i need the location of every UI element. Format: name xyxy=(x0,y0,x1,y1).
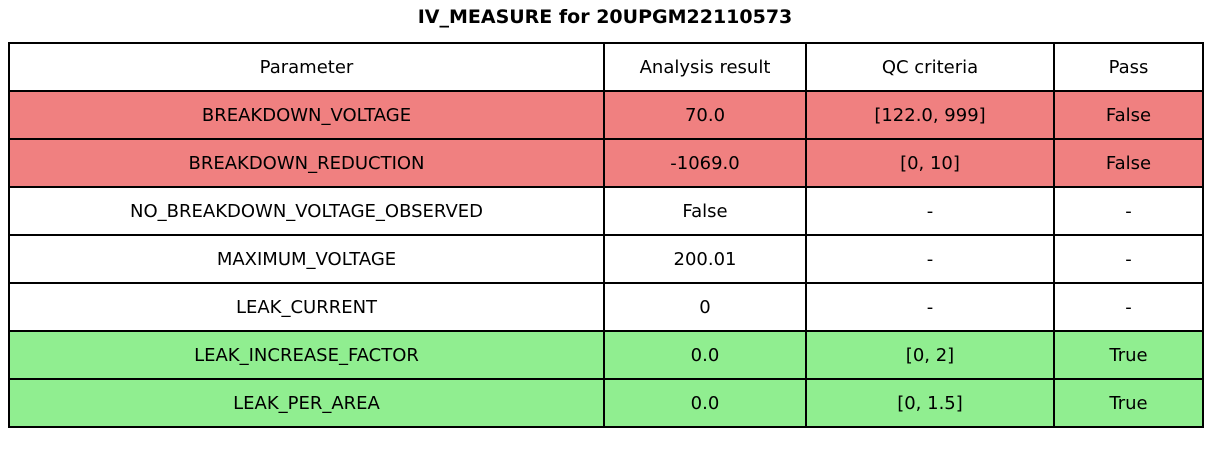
table-row: BREAKDOWN_VOLTAGE 70.0 [122.0, 999] Fals… xyxy=(8,90,1204,140)
pass-cell: - xyxy=(1053,282,1204,332)
header-pass: Pass xyxy=(1053,42,1204,92)
parameter-cell: BREAKDOWN_VOLTAGE xyxy=(8,90,605,140)
table-row: MAXIMUM_VOLTAGE 200.01 - - xyxy=(8,234,1204,284)
parameter-cell: LEAK_PER_AREA xyxy=(8,378,605,428)
parameter-cell: LEAK_CURRENT xyxy=(8,282,605,332)
table-row: LEAK_INCREASE_FACTOR 0.0 [0, 2] True xyxy=(8,330,1204,380)
analysis-result-cell: 0 xyxy=(603,282,807,332)
parameter-cell: LEAK_INCREASE_FACTOR xyxy=(8,330,605,380)
analysis-result-cell: 0.0 xyxy=(603,330,807,380)
parameter-cell: NO_BREAKDOWN_VOLTAGE_OBSERVED xyxy=(8,186,605,236)
analysis-result-cell: 0.0 xyxy=(603,378,807,428)
qc-criteria-cell: [0, 1.5] xyxy=(805,378,1055,428)
header-row: Parameter Analysis result QC criteria Pa… xyxy=(8,42,1204,92)
table-row: LEAK_CURRENT 0 - - xyxy=(8,282,1204,332)
pass-cell: True xyxy=(1053,378,1204,428)
header-analysis-result: Analysis result xyxy=(603,42,807,92)
pass-cell: - xyxy=(1053,186,1204,236)
page-title: IV_MEASURE for 20UPGM22110573 xyxy=(417,6,793,28)
qc-criteria-cell: [0, 2] xyxy=(805,330,1055,380)
qc-results-table: Parameter Analysis result QC criteria Pa… xyxy=(8,42,1204,428)
pass-cell: False xyxy=(1053,90,1204,140)
table-row: BREAKDOWN_REDUCTION -1069.0 [0, 10] Fals… xyxy=(8,138,1204,188)
parameter-cell: MAXIMUM_VOLTAGE xyxy=(8,234,605,284)
qc-criteria-cell: [122.0, 999] xyxy=(805,90,1055,140)
table-row: LEAK_PER_AREA 0.0 [0, 1.5] True xyxy=(8,378,1204,428)
header-parameter: Parameter xyxy=(8,42,605,92)
pass-cell: False xyxy=(1053,138,1204,188)
parameter-cell: BREAKDOWN_REDUCTION xyxy=(8,138,605,188)
pass-cell: - xyxy=(1053,234,1204,284)
qc-criteria-cell: [0, 10] xyxy=(805,138,1055,188)
qc-criteria-cell: - xyxy=(805,234,1055,284)
qc-criteria-cell: - xyxy=(805,186,1055,236)
analysis-result-cell: 70.0 xyxy=(603,90,807,140)
qc-criteria-cell: - xyxy=(805,282,1055,332)
header-qc-criteria: QC criteria xyxy=(805,42,1055,92)
analysis-result-cell: False xyxy=(603,186,807,236)
analysis-result-cell: 200.01 xyxy=(603,234,807,284)
pass-cell: True xyxy=(1053,330,1204,380)
table-row: NO_BREAKDOWN_VOLTAGE_OBSERVED False - - xyxy=(8,186,1204,236)
analysis-result-cell: -1069.0 xyxy=(603,138,807,188)
